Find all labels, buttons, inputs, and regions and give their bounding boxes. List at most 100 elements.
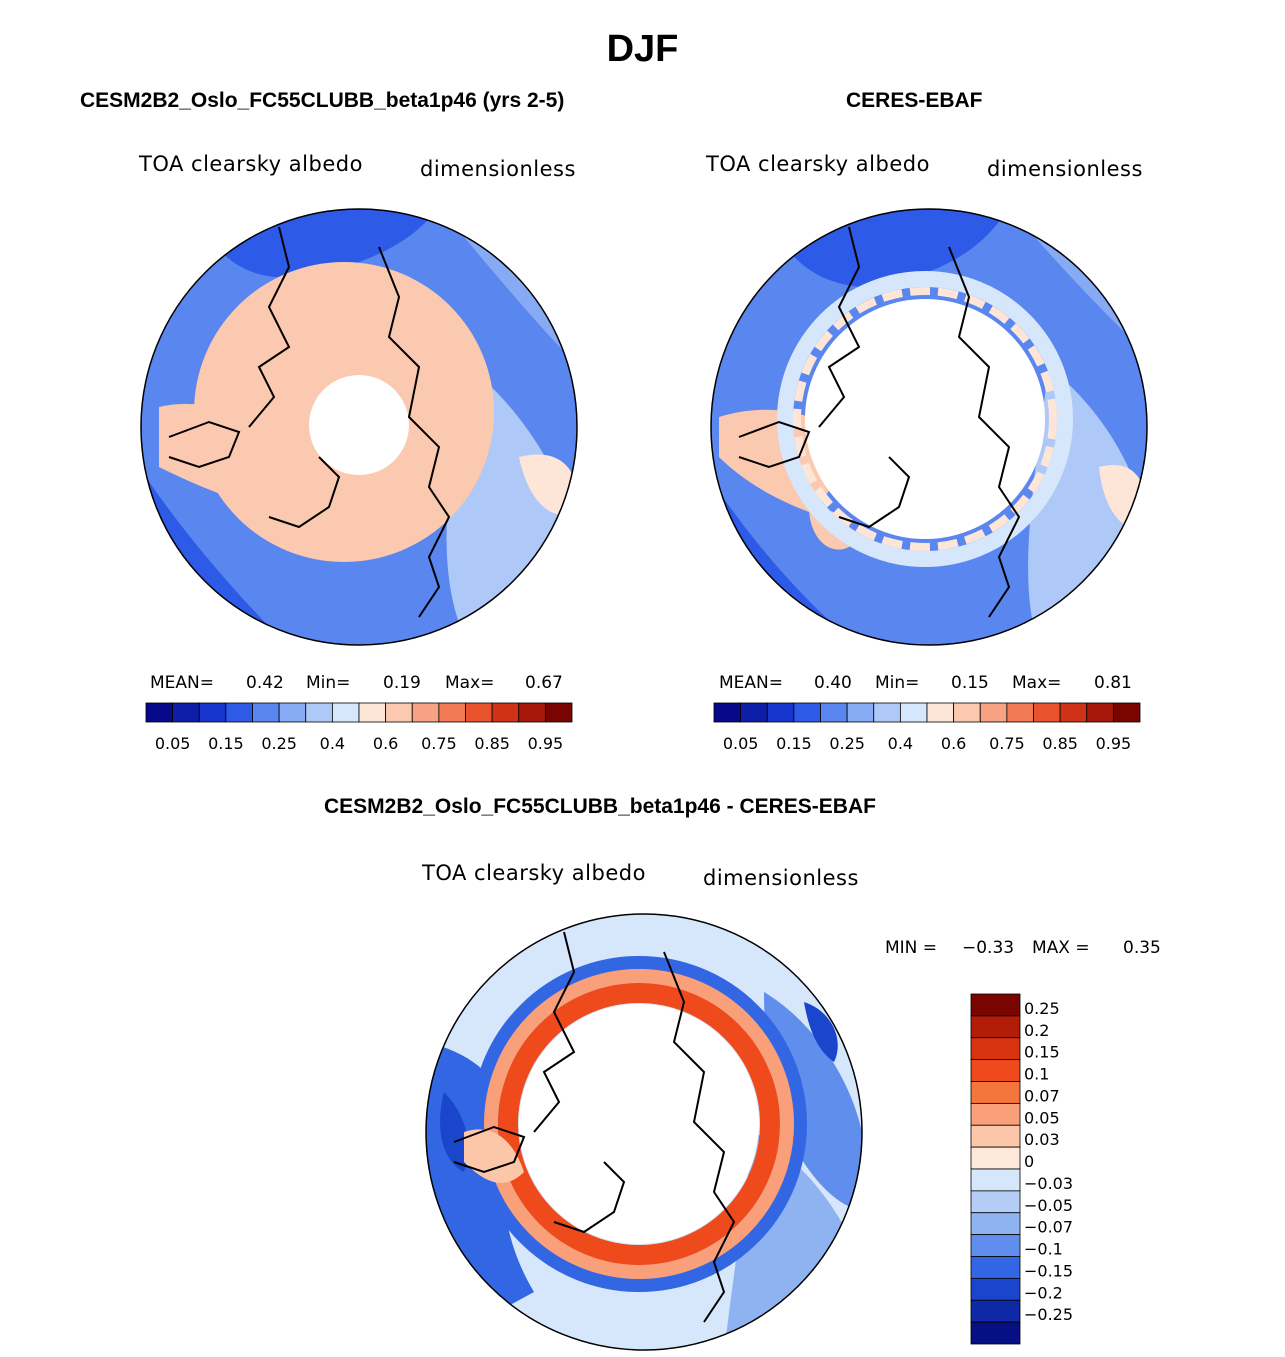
obs-units-label: dimensionless: [987, 157, 1143, 181]
obs-colorbar-swatch: [1112, 702, 1141, 723]
obs-colorbar-swatch: [979, 702, 1008, 723]
obs-variable-label: TOA clearsky albedo: [706, 152, 930, 176]
model-colorbar-tick-label: 0.4: [320, 734, 345, 753]
obs-colorbar-tick-label: 0.15: [776, 734, 812, 753]
obs-mean-label: MEAN=: [719, 673, 783, 693]
model-colorbar-swatch: [172, 702, 200, 723]
diff-colorbar-swatch: [970, 993, 1021, 1017]
model-colorbar-swatch: [465, 702, 493, 723]
diff-min-label: MIN =: [885, 938, 938, 958]
model-panel-title: CESM2B2_Oslo_FC55CLUBB_beta1p46 (yrs 2-5…: [80, 89, 565, 112]
obs-colorbar-swatch: [1033, 702, 1061, 723]
diff-colorbar-swatch: [970, 1256, 1021, 1279]
diff-colorbar-tick-label: −0.1: [1024, 1240, 1063, 1259]
obs-colorbar-swatch: [846, 702, 875, 723]
model-colorbar-swatch: [278, 702, 307, 723]
diff-colorbar-tick-label: −0.25: [1024, 1305, 1073, 1324]
obs-colorbar-swatch: [899, 702, 928, 723]
diff-colorbar-swatch: [970, 1234, 1021, 1257]
diff-panel-title: CESM2B2_Oslo_FC55CLUBB_beta1p46 - CERES-…: [324, 795, 876, 818]
model-colorbar-swatch: [358, 702, 387, 723]
model-colorbar-tick-label: 0.05: [155, 734, 191, 753]
diff-colorbar-swatch: [970, 1059, 1021, 1082]
diff-colorbar-swatch: [970, 1124, 1021, 1148]
diff-colorbar-tick-label: −0.2: [1024, 1283, 1063, 1302]
model-colorbar-tick-label: 0.75: [421, 734, 457, 753]
model-colorbar-swatch: [518, 702, 546, 723]
obs-colorbar-swatch: [1086, 702, 1114, 723]
obs-colorbar-swatch: [1006, 702, 1034, 723]
diff-colorbar: 0.25 0.2 0.15 0.1 0.07 0.05 0.03 0 −0.03 −0.05 −0.…: [970, 993, 1073, 1345]
diff-polar-gap: [519, 1004, 759, 1244]
obs-colorbar-tick-label: 0.85: [1042, 734, 1078, 753]
diff-colorbar-tick-label: 0.25: [1024, 999, 1060, 1018]
obs-max-label: Max=: [1012, 673, 1062, 693]
model-variable-label: TOA clearsky albedo: [139, 152, 363, 176]
diff-positive-ring: [498, 983, 780, 1265]
diff-colorbar-swatch: [970, 1299, 1021, 1323]
figure-title: DJF: [606, 28, 679, 70]
model-colorbar-tick-label: 0.85: [474, 734, 510, 753]
model-units-label: dimensionless: [420, 157, 576, 181]
obs-colorbar: 0.05 0.15 0.25 0.4 0.6 0.75 0.85 0.95: [713, 702, 1141, 753]
diff-variable-label: TOA clearsky albedo: [422, 861, 646, 885]
diff-colorbar-tick-label: 0: [1024, 1152, 1034, 1171]
diff-colorbar-tick-label: 0.07: [1024, 1086, 1060, 1105]
model-colorbar-tick-label: 0.95: [528, 734, 564, 753]
diff-colorbar-tick-label: −0.07: [1024, 1218, 1073, 1237]
diff-colorbar-swatch: [970, 1321, 1021, 1345]
model-colorbar-swatch: [438, 702, 466, 723]
model-pole-gap: [309, 375, 409, 475]
diff-colorbar-swatch: [970, 1146, 1021, 1170]
model-colorbar: 0.05 0.15 0.25 0.4 0.6 0.75 0.85 0.95: [145, 702, 573, 753]
obs-min-value: 0.15: [951, 673, 989, 693]
model-colorbar-tick-label: 0.15: [208, 734, 244, 753]
model-colorbar-swatch: [491, 702, 520, 723]
model-min-value: 0.19: [383, 673, 421, 693]
obs-min-label: Min=: [875, 673, 920, 693]
diff-colorbar-swatch: [970, 1037, 1021, 1061]
diff-colorbar-tick-label: −0.05: [1024, 1196, 1073, 1215]
model-max-label: Max=: [445, 673, 495, 693]
model-colorbar-tick-label: 0.6: [373, 734, 398, 753]
model-colorbar-swatch: [145, 702, 174, 723]
diff-colorbar-swatch: [970, 1168, 1021, 1192]
diff-colorbar-tick-label: 0.03: [1024, 1130, 1060, 1149]
model-colorbar-tick-label: 0.25: [261, 734, 297, 753]
obs-colorbar-tick-label: 0.6: [941, 734, 966, 753]
model-colorbar-swatch: [331, 702, 360, 723]
model-colorbar-swatch: [198, 702, 227, 723]
obs-polar-map: [710, 208, 1148, 646]
obs-mean-value: 0.40: [814, 673, 852, 693]
obs-colorbar-swatch: [793, 702, 821, 723]
model-colorbar-swatch: [225, 702, 253, 723]
diff-polar-map: [425, 913, 863, 1351]
model-mean-value: 0.42: [246, 673, 284, 693]
diff-colorbar-swatch: [970, 1015, 1021, 1039]
diff-pacific-region: [764, 992, 862, 1212]
obs-colorbar-swatch: [713, 702, 742, 723]
obs-colorbar-swatch: [740, 702, 768, 723]
obs-colorbar-tick-label: 0.95: [1096, 734, 1132, 753]
obs-max-value: 0.81: [1094, 673, 1132, 693]
model-colorbar-swatch: [544, 702, 573, 723]
diff-colorbar-swatch: [970, 1212, 1021, 1236]
diff-min-value: −0.33: [962, 938, 1015, 958]
diff-colorbar-tick-label: 0.05: [1024, 1108, 1060, 1127]
obs-colorbar-swatch: [1059, 702, 1088, 723]
diff-colorbar-tick-label: −0.03: [1024, 1174, 1073, 1193]
obs-colorbar-tick-label: 0.4: [888, 734, 913, 753]
diff-colorbar-tick-label: 0.1: [1024, 1065, 1049, 1084]
diff-colorbar-swatch: [970, 1102, 1021, 1126]
diff-max-label: MAX =: [1032, 938, 1090, 958]
obs-colorbar-swatch: [766, 702, 795, 723]
model-polar-map: [140, 208, 578, 646]
diff-colorbar-tick-label: 0.2: [1024, 1021, 1049, 1040]
obs-colorbar-swatch: [926, 702, 955, 723]
diff-max-value: 0.35: [1123, 938, 1161, 958]
diff-colorbar-tick-label: −0.15: [1024, 1261, 1073, 1280]
diff-colorbar-swatch: [970, 1190, 1021, 1214]
obs-colorbar-swatch: [953, 702, 981, 723]
model-colorbar-swatch: [385, 702, 413, 723]
model-colorbar-swatch: [411, 702, 440, 723]
